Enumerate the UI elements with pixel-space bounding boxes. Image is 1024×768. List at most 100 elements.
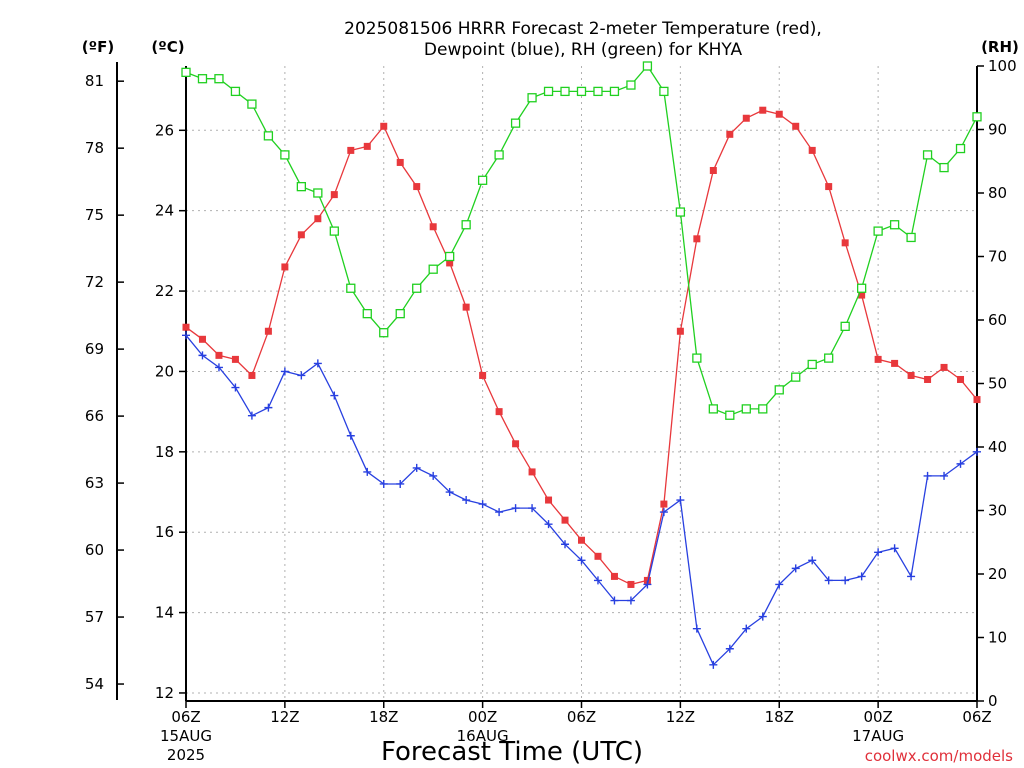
dewpoint-point: [231, 383, 240, 392]
rh-point: [593, 86, 603, 97]
rh-point: [263, 131, 274, 141]
rh-point: [922, 150, 933, 160]
rh-point: [296, 181, 307, 192]
temperature-point: [528, 468, 536, 476]
temperature-series: [182, 106, 981, 588]
dewpoint-point: [379, 479, 388, 488]
temperature-point: [380, 122, 388, 130]
x-tick-label: 12Z: [666, 708, 695, 726]
x-tick-label: 06Z: [171, 708, 200, 726]
x-tick-date: 17AUG: [852, 727, 904, 745]
dewpoint-point: [396, 479, 405, 488]
rh-point: [313, 188, 323, 198]
rh-point: [445, 251, 455, 262]
dewpoint-point: [478, 500, 487, 509]
rh-point: [181, 67, 191, 77]
dewpoint-point: [462, 496, 471, 505]
temperature-point: [907, 371, 915, 379]
dewpoint-point: [182, 331, 190, 340]
dewpoint-point: [495, 508, 504, 517]
rh-tick-label: 100: [988, 57, 1017, 75]
temperature-point: [627, 580, 635, 588]
rh-point: [856, 283, 867, 293]
credit-text: coolwx.com/models: [865, 747, 1013, 765]
temperature-point: [330, 191, 338, 199]
rh-point: [560, 86, 570, 97]
rh-point: [428, 264, 438, 274]
x-tick-date: 16AUG: [457, 727, 509, 745]
fahrenheit-tick-label: 66: [85, 407, 104, 425]
rh-tick-label: 10: [988, 629, 1007, 647]
dewpoint-point: [429, 471, 438, 480]
temperature-point: [775, 110, 783, 118]
rh-point: [510, 118, 521, 128]
temperature-point: [462, 303, 470, 311]
temperature-point: [495, 408, 503, 416]
rh-tick-label: 20: [988, 565, 1007, 583]
rh-point: [889, 220, 900, 230]
celsius-tick-label: 20: [155, 362, 174, 380]
dewpoint-point: [198, 351, 207, 360]
temperature-point: [429, 223, 437, 231]
rh-point: [609, 86, 620, 97]
temperature-point: [248, 371, 256, 379]
rh-point: [939, 162, 949, 173]
x-tick-date: 15AUG: [160, 727, 212, 745]
rh-point: [395, 308, 405, 319]
rh-point: [873, 226, 883, 236]
rh-point: [280, 150, 290, 160]
fahrenheit-tick-label: 81: [85, 72, 104, 90]
dewpoint-point: [593, 576, 602, 585]
rh-point: [197, 74, 208, 84]
x-tick-label: 06Z: [962, 708, 991, 726]
fahrenheit-tick-label: 69: [85, 340, 104, 358]
rh-point: [543, 86, 554, 97]
rh-tick-label: 70: [988, 248, 1007, 266]
rh-point: [675, 207, 686, 217]
fahrenheit-tick-label: 60: [85, 541, 104, 559]
rh-series: [181, 61, 982, 420]
rh-tick-label: 60: [988, 311, 1007, 329]
rh-point: [626, 80, 636, 90]
temperature-point: [759, 106, 767, 114]
temperature-point: [198, 335, 206, 343]
dewpoint-point: [280, 367, 289, 376]
celsius-tick-label: 16: [155, 523, 174, 541]
rh-point: [527, 93, 537, 103]
dewpoint-point: [808, 556, 817, 565]
celsius-tick-label: 18: [155, 443, 174, 461]
rh-point: [692, 353, 702, 363]
temperature-point: [841, 239, 849, 247]
rh-tick-label: 90: [988, 121, 1007, 139]
x-tick-label: 06Z: [567, 708, 596, 726]
dewpoint-point: [330, 391, 339, 400]
fahrenheit-tick-label: 57: [85, 608, 104, 626]
temperature-point: [594, 552, 602, 560]
rh-point: [972, 112, 982, 122]
temperature-point: [182, 323, 190, 331]
dewpoint-point: [841, 576, 850, 585]
rh-point: [461, 220, 471, 230]
fahrenheit-tick-label: 54: [85, 675, 104, 693]
dewpoint-point: [758, 612, 767, 621]
dewpoint-point: [412, 463, 421, 472]
series-lines: [181, 61, 982, 669]
rh-point: [230, 86, 241, 97]
temperature-point: [891, 359, 899, 367]
rh-tick-label: 0: [988, 692, 998, 710]
temperature-point: [578, 536, 585, 544]
dewpoint-point: [445, 488, 454, 497]
rh-point: [906, 232, 916, 243]
rh-tick-label: 80: [988, 184, 1007, 202]
chart-title-line2: Dewpoint (blue), RH (green) for KHYA: [424, 40, 743, 60]
rh-point: [955, 143, 966, 154]
temperature-point: [610, 572, 618, 580]
rh-point: [494, 150, 504, 160]
temperature-point: [709, 166, 717, 174]
dewpoint-point: [940, 471, 949, 480]
temperature-point: [940, 363, 948, 371]
rh-tick-label: 40: [988, 438, 1007, 456]
dewpoint-point: [363, 467, 372, 476]
dewpoint-point: [907, 572, 916, 581]
celsius-tick-label: 14: [155, 604, 174, 622]
